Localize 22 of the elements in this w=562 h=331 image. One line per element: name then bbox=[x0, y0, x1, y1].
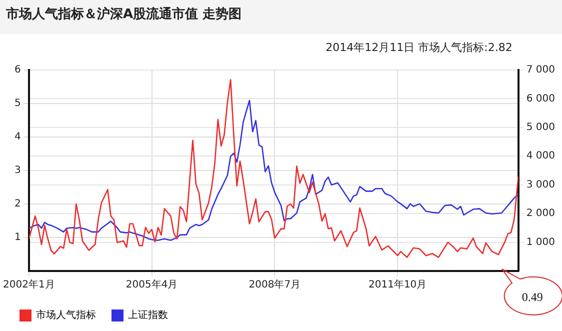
y2-tick-label: 6 000 bbox=[526, 93, 556, 104]
y-tick-label: 1 bbox=[14, 232, 21, 244]
y2-tick-label: 7 000 bbox=[526, 64, 556, 76]
text: 0.49 bbox=[522, 290, 543, 304]
y2-tick-label: 5 000 bbox=[526, 122, 556, 134]
y-tick-label: 6 bbox=[14, 64, 21, 76]
chart-title: 市场人气指标＆沪深A股流通市值 走势图 bbox=[0, 0, 562, 34]
legend-label: 上证指数 bbox=[128, 309, 168, 322]
y-tick-label: 4 bbox=[14, 132, 21, 143]
text: 2014年12月11日 市场人气指标:2.82 bbox=[326, 40, 512, 54]
x-tick-label: 2002年1月 bbox=[3, 278, 55, 291]
y-tick-label: 2 bbox=[14, 198, 21, 210]
legend-label: 市场人气指标 bbox=[36, 309, 96, 322]
y2-tick-label: 2 000 bbox=[526, 208, 556, 220]
x-tick-label: 2011年10月 bbox=[368, 278, 427, 291]
y-tick-label: 5 bbox=[14, 98, 21, 110]
x-tick-label: 2005年4月 bbox=[126, 278, 178, 291]
y2-tick-label: 3 000 bbox=[526, 179, 556, 190]
y2-tick-label: 1 000 bbox=[526, 236, 556, 248]
x-tick-label: 2008年7月 bbox=[248, 278, 301, 291]
y-tick-label: 3 bbox=[14, 165, 21, 176]
y2-tick-label: 4 000 bbox=[526, 150, 556, 162]
